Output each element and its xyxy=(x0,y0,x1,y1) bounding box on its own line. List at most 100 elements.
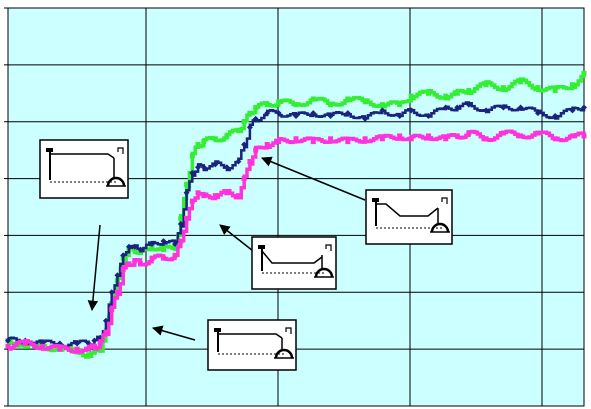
series-layer xyxy=(5,70,587,359)
data-point xyxy=(201,139,207,145)
data-point xyxy=(328,102,334,108)
data-point xyxy=(5,343,11,349)
data-point xyxy=(518,133,524,139)
data-point xyxy=(126,261,132,267)
data-point xyxy=(552,113,559,120)
data-point xyxy=(149,255,155,261)
data-point xyxy=(534,110,541,117)
data-point xyxy=(160,238,167,245)
data-point xyxy=(345,96,351,102)
series-2 xyxy=(5,101,587,348)
data-point xyxy=(408,93,414,99)
data-point xyxy=(86,346,92,352)
data-point xyxy=(201,193,207,199)
data-point xyxy=(184,181,190,187)
data-point xyxy=(178,238,184,244)
data-point xyxy=(569,133,575,139)
data-point xyxy=(397,133,403,139)
data-point xyxy=(195,164,202,171)
data-point xyxy=(454,104,461,111)
data-point xyxy=(189,198,195,204)
data-point xyxy=(91,337,98,344)
data-point xyxy=(310,96,316,102)
data-point xyxy=(172,252,178,258)
series-line xyxy=(8,129,586,354)
data-point xyxy=(212,136,218,142)
data-point xyxy=(114,289,120,295)
data-point xyxy=(442,104,449,111)
data-point xyxy=(518,79,524,85)
data-point xyxy=(137,246,144,253)
data-point xyxy=(443,136,449,142)
data-point xyxy=(97,340,103,346)
data-point xyxy=(379,102,385,108)
data-point xyxy=(552,87,558,93)
data-point xyxy=(161,255,167,261)
data-point xyxy=(241,119,247,125)
data-point xyxy=(224,133,230,139)
data-point xyxy=(310,139,316,145)
data-point xyxy=(247,159,253,165)
data-point xyxy=(454,133,460,139)
series-3 xyxy=(5,129,587,354)
data-point xyxy=(224,190,230,196)
data-point xyxy=(581,70,587,76)
data-point xyxy=(247,110,253,116)
data-point xyxy=(362,115,369,122)
data-point xyxy=(408,107,415,114)
data-point xyxy=(408,136,414,142)
data-point xyxy=(454,90,460,96)
data-point xyxy=(57,346,63,352)
data-point xyxy=(569,107,576,114)
data-point xyxy=(91,343,97,349)
data-point xyxy=(293,102,299,108)
data-point xyxy=(74,346,80,352)
data-point xyxy=(183,189,190,196)
data-point xyxy=(212,161,219,168)
trolley-diagram-slope-icon xyxy=(365,189,453,245)
data-point xyxy=(195,190,201,196)
data-point xyxy=(379,107,386,114)
data-point xyxy=(483,107,490,114)
annotation-arrow xyxy=(151,325,196,341)
data-point xyxy=(425,133,431,139)
data-point xyxy=(344,110,351,117)
data-point xyxy=(253,147,259,153)
data-point xyxy=(161,247,167,253)
data-point xyxy=(581,133,587,139)
data-point xyxy=(120,267,126,273)
axis-ticks xyxy=(4,7,8,407)
data-point xyxy=(132,258,138,264)
data-point xyxy=(235,127,241,133)
data-point xyxy=(5,337,11,344)
data-point xyxy=(189,153,195,159)
data-point xyxy=(40,343,46,349)
trolley-diagram-dip-icon xyxy=(251,236,337,290)
data-point xyxy=(120,252,127,259)
annotation-insets xyxy=(39,139,453,371)
data-point xyxy=(223,164,230,171)
data-point xyxy=(264,110,271,117)
data-point xyxy=(275,110,282,117)
data-point xyxy=(178,215,184,221)
data-point xyxy=(200,164,207,171)
data-point xyxy=(443,93,449,99)
data-point xyxy=(86,352,92,358)
data-point xyxy=(276,99,282,105)
data-point xyxy=(114,272,121,279)
data-point xyxy=(22,343,28,349)
data-point xyxy=(137,261,143,267)
data-point xyxy=(483,136,489,142)
data-point xyxy=(103,329,109,335)
data-point xyxy=(425,113,432,120)
data-point xyxy=(177,221,184,228)
data-point xyxy=(131,243,138,250)
trolley-diagram-flat-icon xyxy=(207,319,297,371)
data-point xyxy=(517,104,524,111)
annotation-arrow xyxy=(87,224,101,312)
data-point xyxy=(91,349,97,355)
data-point xyxy=(276,139,282,145)
data-point xyxy=(241,141,248,148)
data-point xyxy=(466,87,472,93)
